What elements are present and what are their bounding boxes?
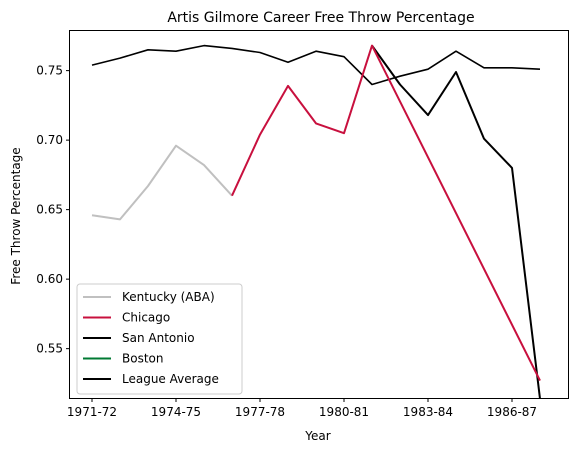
legend-label: Chicago bbox=[122, 311, 170, 325]
y-tick-label: 0.75 bbox=[36, 64, 63, 78]
x-tick-label: 1977-78 bbox=[235, 405, 285, 419]
legend-label: San Antonio bbox=[122, 331, 195, 345]
x-tick-label: 1983-84 bbox=[403, 405, 453, 419]
series-line-chicago bbox=[231, 44, 541, 382]
plot-frame bbox=[69, 30, 569, 399]
x-tick-label: 1974-75 bbox=[151, 405, 201, 419]
y-tick-label: 0.55 bbox=[36, 342, 63, 356]
y-tick-label: 0.70 bbox=[36, 133, 63, 147]
x-tick-label: 1971-72 bbox=[67, 405, 117, 419]
x-axis-ticks: 1971-72 1974-75 1977-78 1980-81 1983-84 1986-… bbox=[67, 398, 537, 419]
series-line-kentucky-aba bbox=[91, 144, 233, 221]
plot-lines bbox=[91, 44, 541, 399]
legend: Kentucky (ABA) Chicago San Antonio Boston Le… bbox=[76, 283, 243, 395]
series-line-san-antonio bbox=[371, 45, 541, 399]
y-axis-label: Free Throw Percentage bbox=[9, 147, 23, 284]
legend-label: Kentucky (ABA) bbox=[122, 290, 215, 304]
y-tick-label: 0.65 bbox=[36, 203, 63, 217]
x-tick-label: 1980-81 bbox=[319, 405, 369, 419]
legend-label: Boston bbox=[122, 352, 163, 366]
legend-label: League Average bbox=[122, 372, 219, 386]
y-axis-ticks: 0.55 0.60 0.65 0.70 0.75 bbox=[36, 64, 70, 356]
series-line-league-average bbox=[91, 44, 541, 86]
chart-title: Artis Gilmore Career Free Throw Percenta… bbox=[167, 10, 474, 26]
legend-box bbox=[76, 283, 243, 395]
x-axis-label: Year bbox=[304, 429, 330, 443]
y-tick-label: 0.60 bbox=[36, 272, 63, 286]
x-tick-label: 1986-87 bbox=[487, 405, 537, 419]
